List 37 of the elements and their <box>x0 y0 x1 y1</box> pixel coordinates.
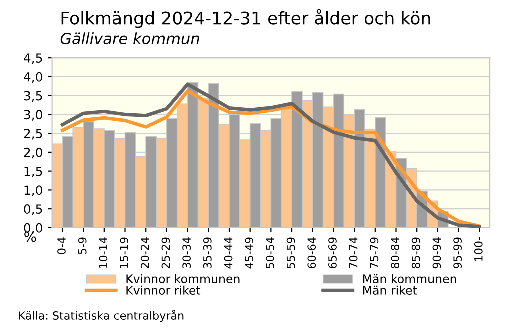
x-tick-label: 100- <box>474 238 483 261</box>
chart-title: Folkmängd 2024-12-31 efter ålder och kön <box>62 9 430 28</box>
y-tick-label: 1,5 <box>24 166 42 178</box>
legend-label: Kvinnor kommunen <box>126 274 240 284</box>
x-tick-label: 5-9 <box>78 238 87 254</box>
x-tick-label: 60-64 <box>308 238 316 268</box>
x-tick-label: 40-44 <box>224 238 233 269</box>
x-tick-label: 45-49 <box>245 238 254 269</box>
y-tick-label: 0,5 <box>24 204 42 216</box>
y-tick-label: 4,0 <box>24 72 42 84</box>
legend-label: Män riket <box>363 286 418 295</box>
x-tick-label: 50-54 <box>266 238 274 268</box>
x-tick-label: 10-14 <box>99 238 108 268</box>
legend-label: Kvinnor riket <box>126 286 201 295</box>
x-tick-label: 20-24 <box>140 238 150 268</box>
x-tick-label: 55-59 <box>286 238 296 268</box>
x-tick-label: 15-19 <box>120 238 128 268</box>
x-tick-label: 0-4 <box>58 238 66 254</box>
y-tick-label: 1,0 <box>24 186 42 196</box>
x-tick-label: 90-94 <box>432 238 442 269</box>
x-tick-label: 65-69 <box>328 238 337 268</box>
text: Källa: Statistiska centralbyrån <box>19 310 184 322</box>
x-tick-label: 30-34 <box>182 238 192 268</box>
x-tick-label: 75-79 <box>370 238 379 268</box>
y-tick-label: 4,5 <box>24 54 42 64</box>
y-tick-label: 2,5 <box>24 129 42 140</box>
x-tick-label: 35-39 <box>203 238 212 268</box>
x-tick-label: 70-74 <box>349 238 358 268</box>
chart-subtitle: Gällivare kommun <box>60 32 200 44</box>
legend-label: Män kommunen <box>363 274 456 284</box>
y-tick-label: 3,5 <box>24 91 42 102</box>
y-tick-label: 2,0 <box>24 148 42 159</box>
x-tick-label: 80-84 <box>391 238 400 269</box>
x-tick-label: 95-99 <box>454 238 462 269</box>
y-tick-label: 3,0 <box>24 110 42 121</box>
x-tick-label: 85-89 <box>412 238 420 269</box>
x-tick-label: 25-29 <box>162 238 170 268</box>
